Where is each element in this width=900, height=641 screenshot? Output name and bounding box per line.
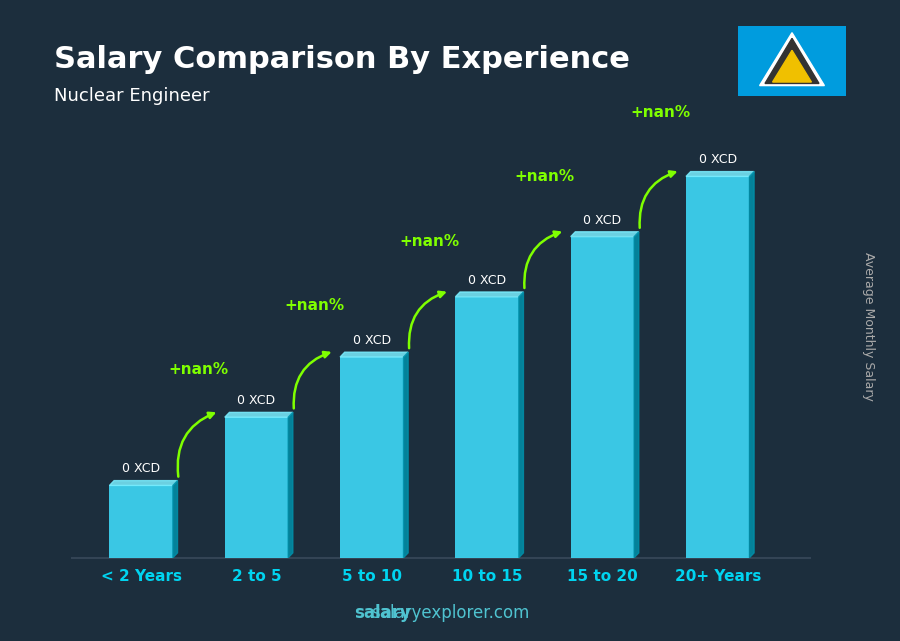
Text: 0 XCD: 0 XCD <box>122 462 160 476</box>
Polygon shape <box>225 412 292 417</box>
Bar <box>455 297 518 558</box>
Polygon shape <box>765 38 819 83</box>
Bar <box>340 357 403 558</box>
Bar <box>686 176 750 558</box>
Text: 0 XCD: 0 XCD <box>468 274 506 287</box>
Text: Salary Comparison By Experience: Salary Comparison By Experience <box>54 45 630 74</box>
Polygon shape <box>760 33 824 85</box>
Text: salaryexplorer.com: salaryexplorer.com <box>371 604 529 622</box>
Polygon shape <box>403 352 408 558</box>
Polygon shape <box>288 412 292 558</box>
Polygon shape <box>455 292 524 297</box>
Polygon shape <box>518 292 524 558</box>
Bar <box>571 237 634 558</box>
Polygon shape <box>686 172 754 176</box>
Polygon shape <box>173 481 177 558</box>
Text: +nan%: +nan% <box>284 298 344 313</box>
Text: +nan%: +nan% <box>400 234 460 249</box>
Bar <box>110 485 173 558</box>
Text: Nuclear Engineer: Nuclear Engineer <box>54 87 210 104</box>
Text: 0 XCD: 0 XCD <box>698 153 737 167</box>
Polygon shape <box>571 232 639 237</box>
Text: Average Monthly Salary: Average Monthly Salary <box>862 253 875 401</box>
Text: 0 XCD: 0 XCD <box>238 394 275 407</box>
Text: +nan%: +nan% <box>630 105 690 121</box>
Text: 0 XCD: 0 XCD <box>583 213 622 226</box>
Polygon shape <box>340 352 408 357</box>
Text: salary: salary <box>354 604 411 622</box>
Polygon shape <box>634 232 639 558</box>
Polygon shape <box>772 50 812 82</box>
Text: 0 XCD: 0 XCD <box>353 334 391 347</box>
Polygon shape <box>110 481 177 485</box>
Bar <box>225 417 288 558</box>
Text: +nan%: +nan% <box>169 362 229 377</box>
Polygon shape <box>750 172 754 558</box>
Text: +nan%: +nan% <box>515 169 575 185</box>
